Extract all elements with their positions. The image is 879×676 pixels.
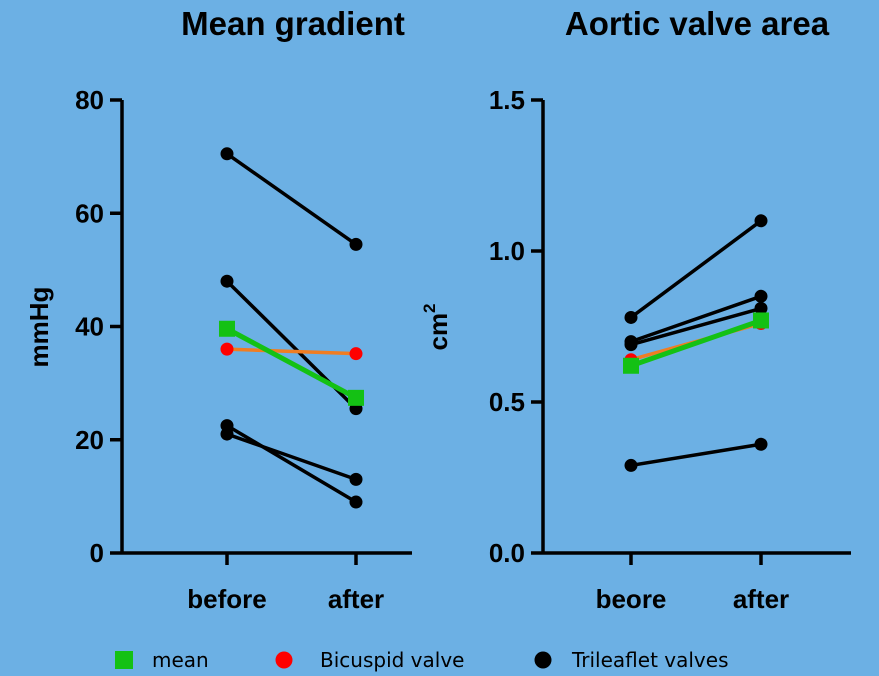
y-axis-label-superscript: 2 — [420, 303, 439, 312]
y-tick-label: 80 — [75, 85, 104, 115]
data-point-trileaflet — [624, 458, 638, 472]
data-point-trileaflet — [349, 495, 363, 509]
series-line-trileaflet — [630, 294, 762, 344]
data-point-bicuspid — [220, 342, 234, 356]
legend-marker-square — [115, 651, 133, 669]
y-tick-label: 0.5 — [489, 387, 525, 417]
legend-marker-circle — [275, 651, 293, 669]
series-line-bicuspid — [226, 347, 357, 356]
y-tick-label: 40 — [75, 312, 104, 342]
data-point-trileaflet — [220, 427, 234, 441]
data-point-trileaflet — [220, 274, 234, 288]
legend-label: Trileaflet valves — [571, 648, 728, 672]
legend-label: mean — [152, 648, 209, 672]
y-axis-label: cm2 — [420, 303, 453, 350]
series-line-trileaflet — [226, 424, 357, 504]
chart-title: Mean gradient — [181, 5, 405, 42]
series-line-trileaflet — [630, 306, 762, 347]
data-point-trileaflet — [754, 437, 768, 451]
data-point-trileaflet — [349, 237, 363, 251]
data-point-trileaflet — [754, 289, 768, 303]
data-point-trileaflet — [220, 147, 234, 161]
legend-label: Bicuspid valve — [320, 648, 464, 672]
y-tick-label: 60 — [75, 198, 104, 228]
x-tick-label: after — [328, 584, 384, 614]
x-tick-label: beore — [596, 584, 667, 614]
data-point-mean — [219, 320, 235, 337]
data-point-trileaflet — [624, 338, 638, 352]
data-point-mean — [623, 357, 639, 374]
series-line-mean — [225, 326, 358, 401]
series-line-trileaflet — [630, 442, 762, 468]
chart-legend: mean Bicuspid valve Trileaflet valves — [115, 648, 728, 672]
chart-panel-1: Mean gradient mmHg 0 20 40 60 80 before after — [24, 5, 412, 614]
series-line-mean — [630, 318, 762, 369]
chart-title: Aortic valve area — [565, 5, 830, 42]
y-tick-label: 1.0 — [489, 236, 525, 266]
legend-marker-circle — [534, 651, 552, 669]
y-tick-label: 0 — [90, 538, 104, 568]
x-tick-label: before — [187, 584, 266, 614]
data-point-trileaflet — [624, 310, 638, 324]
data-point-mean — [348, 389, 364, 406]
data-point-trileaflet — [754, 214, 768, 228]
data-point-trileaflet — [349, 472, 363, 486]
chart-panel-2: Aortic valve area cm2 0.0 0.5 1.0 1.5 beore aft… — [420, 5, 851, 614]
data-point-mean — [753, 312, 769, 329]
series-line-trileaflet — [226, 432, 357, 482]
y-axis-label: mmHg — [24, 287, 54, 368]
y-tick-label: 0.0 — [489, 538, 525, 568]
y-tick-label: 20 — [75, 425, 104, 455]
data-point-bicuspid — [349, 347, 363, 361]
x-tick-label: after — [733, 584, 789, 614]
data-point-trileaflet — [754, 301, 768, 315]
series-line-trileaflet — [629, 219, 763, 319]
y-tick-label: 1.5 — [489, 85, 525, 115]
series-line-trileaflet — [225, 152, 358, 246]
